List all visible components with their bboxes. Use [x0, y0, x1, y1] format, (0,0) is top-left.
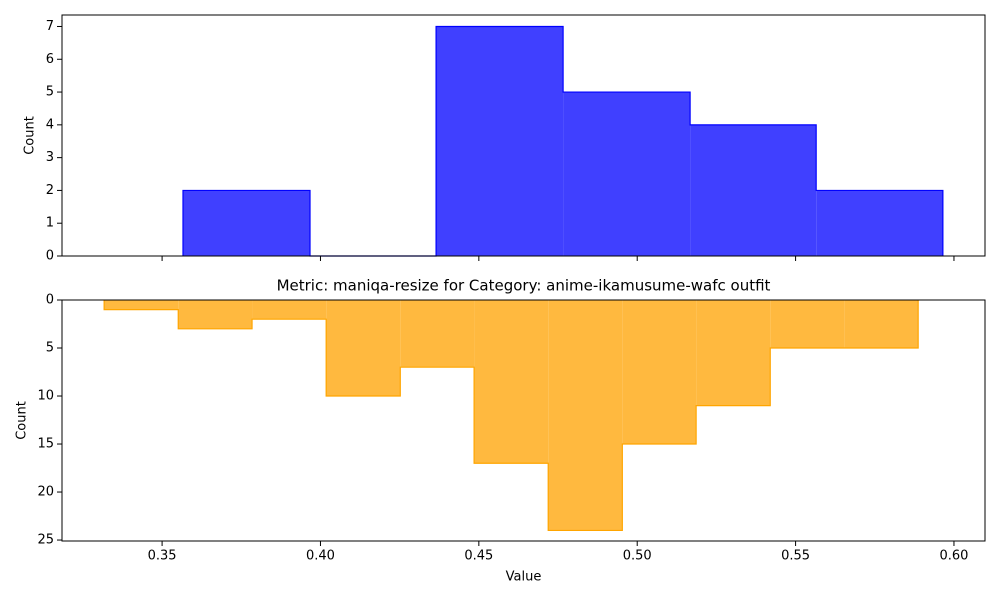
axes-frame — [61, 14, 986, 257]
x-tick-label: 0.50 — [623, 549, 652, 564]
outline — [103, 300, 919, 532]
bar — [563, 92, 691, 257]
y-tick-label: 25 — [37, 533, 54, 548]
y-tick-label: 5 — [46, 85, 54, 100]
bar — [104, 300, 179, 310]
x-axis-label: Value — [506, 570, 542, 585]
y-tick-label: 0 — [46, 293, 54, 308]
y-tick-label: 6 — [46, 52, 54, 67]
bar — [400, 300, 475, 368]
y-tick-label: 5 — [46, 341, 54, 356]
bar — [696, 300, 771, 406]
bar — [326, 300, 401, 397]
y-axis-label: Count — [23, 116, 38, 155]
x-tick-label: 0.45 — [464, 549, 493, 564]
y-tick-label: 20 — [37, 485, 54, 500]
bar — [816, 190, 943, 256]
bar — [178, 300, 253, 329]
x-tick-label: 0.55 — [781, 549, 810, 564]
y-axis-label: Count — [15, 401, 30, 440]
bar — [844, 300, 919, 349]
y-tick-label: 2 — [46, 183, 54, 198]
y-tick-label: 3 — [46, 150, 54, 165]
x-tick-label: 0.40 — [306, 549, 335, 564]
bar — [548, 300, 623, 531]
x-tick-label: 0.35 — [148, 549, 177, 564]
bar — [182, 190, 311, 256]
y-tick-label: 10 — [37, 389, 54, 404]
x-tick-label: 0.60 — [939, 549, 968, 564]
bar — [690, 124, 817, 256]
chart-title: Metric: maniqa-resize for Category: anim… — [277, 277, 771, 295]
y-tick-label: 4 — [46, 117, 54, 132]
bar — [252, 300, 327, 320]
bar — [622, 300, 697, 445]
axes-frame — [61, 299, 986, 542]
outline — [182, 25, 944, 257]
bar — [770, 300, 845, 349]
y-tick-label: 0 — [46, 249, 54, 264]
bar — [436, 26, 564, 256]
y-tick-label: 15 — [37, 437, 54, 452]
bar — [474, 300, 549, 464]
y-tick-label: 1 — [46, 216, 54, 231]
y-tick-label: 7 — [46, 19, 54, 34]
